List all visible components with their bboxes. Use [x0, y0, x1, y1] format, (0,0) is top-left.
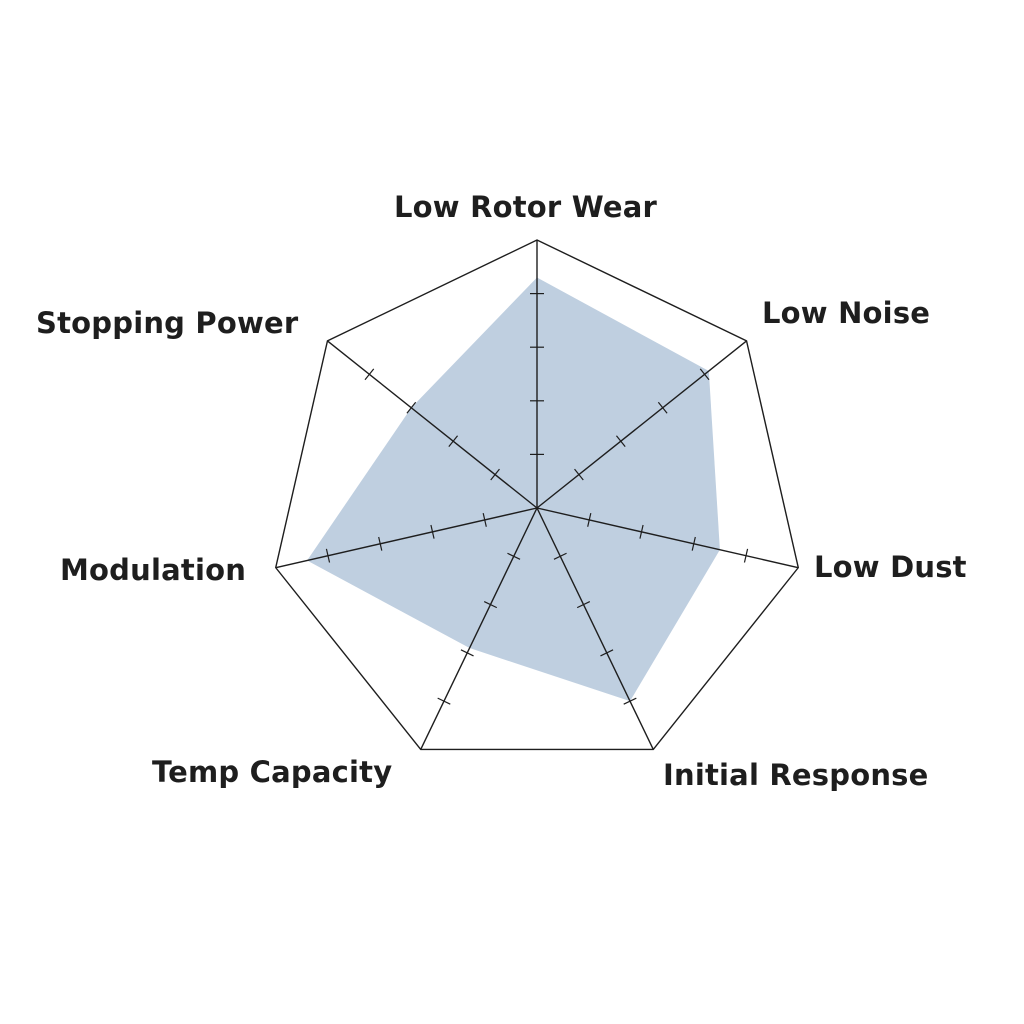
- axis-tick: [699, 368, 710, 381]
- axis-line: [275, 507, 538, 569]
- axis-tick: [600, 649, 614, 657]
- axis-tick: [507, 552, 521, 560]
- axis-line: [536, 507, 799, 569]
- axis-label-temp-capacity: Temp Capacity: [152, 755, 393, 789]
- axis-tick: [406, 401, 417, 414]
- axis-tick: [574, 468, 584, 481]
- axis-tick: [490, 468, 500, 481]
- axis-tick: [378, 536, 383, 551]
- axis-tick: [448, 435, 459, 448]
- axis-tick: [460, 649, 474, 657]
- axis-tick: [553, 552, 567, 560]
- axis-line: [536, 340, 747, 509]
- axis-tick: [437, 697, 451, 705]
- axis-label-low-noise: Low Noise: [762, 296, 931, 330]
- axis-tick: [483, 601, 498, 609]
- axis-tick: [325, 548, 331, 563]
- axis-tick: [587, 512, 592, 527]
- axis-label-initial-response: Initial Response: [663, 758, 929, 792]
- axis-tick: [482, 512, 487, 527]
- axis-tick: [691, 536, 696, 551]
- axis-label-low-rotor-wear: Low Rotor Wear: [394, 190, 658, 224]
- axis-tick: [623, 697, 637, 705]
- axis-tick: [430, 524, 435, 539]
- axis-line: [327, 340, 538, 509]
- axis-label-modulation: Modulation: [60, 553, 247, 587]
- axis-label-stopping-power: Stopping Power: [36, 306, 299, 340]
- axis-label-low-dust: Low Dust: [814, 550, 967, 584]
- outer-frame: [274, 239, 800, 751]
- axis-line: [420, 507, 538, 750]
- axis-tick: [657, 401, 668, 414]
- axis-tick: [639, 524, 644, 539]
- axis-tick: [615, 435, 626, 448]
- axis-tick: [743, 548, 749, 563]
- axis-tick: [576, 601, 591, 609]
- axis-tick: [364, 368, 375, 381]
- axis-line: [536, 507, 654, 750]
